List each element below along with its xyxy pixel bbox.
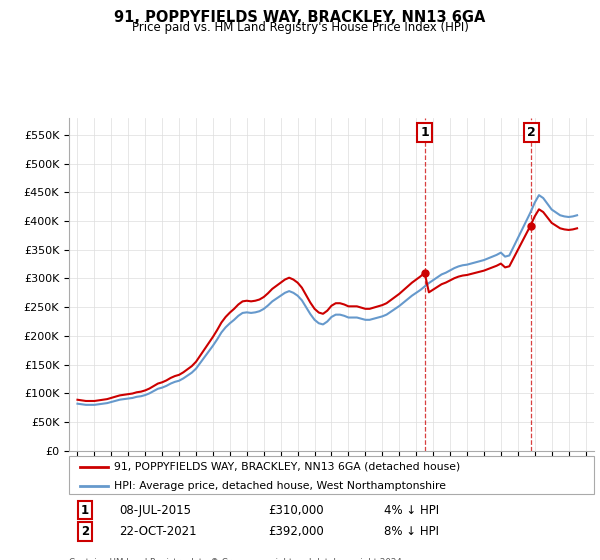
- Text: 2: 2: [527, 126, 536, 139]
- Text: £310,000: £310,000: [269, 503, 324, 516]
- Text: 22-OCT-2021: 22-OCT-2021: [119, 525, 197, 538]
- FancyBboxPatch shape: [69, 456, 594, 494]
- Text: Price paid vs. HM Land Registry's House Price Index (HPI): Price paid vs. HM Land Registry's House …: [131, 21, 469, 34]
- Text: 4% ↓ HPI: 4% ↓ HPI: [384, 503, 439, 516]
- Text: 8% ↓ HPI: 8% ↓ HPI: [384, 525, 439, 538]
- Text: Contains HM Land Registry data © Crown copyright and database right 2024.
This d: Contains HM Land Registry data © Crown c…: [69, 558, 404, 560]
- Text: HPI: Average price, detached house, West Northamptonshire: HPI: Average price, detached house, West…: [113, 480, 446, 491]
- Text: 2: 2: [80, 525, 89, 538]
- Text: 1: 1: [80, 503, 89, 516]
- Text: 08-JUL-2015: 08-JUL-2015: [119, 503, 191, 516]
- Text: 1: 1: [421, 126, 430, 139]
- Text: 91, POPPYFIELDS WAY, BRACKLEY, NN13 6GA: 91, POPPYFIELDS WAY, BRACKLEY, NN13 6GA: [115, 10, 485, 25]
- Text: £392,000: £392,000: [269, 525, 324, 538]
- Text: 91, POPPYFIELDS WAY, BRACKLEY, NN13 6GA (detached house): 91, POPPYFIELDS WAY, BRACKLEY, NN13 6GA …: [113, 461, 460, 472]
